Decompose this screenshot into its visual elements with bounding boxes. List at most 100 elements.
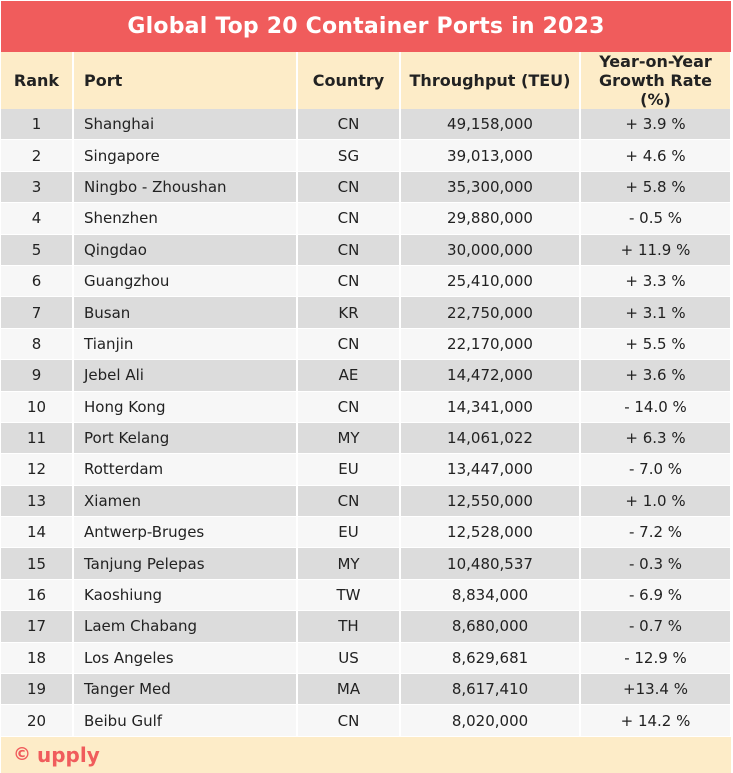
cell-growth: + 14.2 % bbox=[580, 704, 732, 737]
cell-port: Singapore bbox=[73, 139, 298, 172]
cell-growth: + 3.6 % bbox=[580, 359, 732, 392]
cell-port: Port Kelang bbox=[73, 422, 298, 455]
cell-port: Tanger Med bbox=[73, 673, 298, 706]
cell-throughput: 8,617,410 bbox=[400, 673, 581, 706]
copyright-icon: © bbox=[13, 744, 31, 766]
ports-table: Rank Port Country Throughput (TEU) Year-… bbox=[1, 52, 732, 737]
cell-rank: 13 bbox=[1, 485, 74, 518]
cell-throughput: 12,528,000 bbox=[400, 516, 581, 549]
brand-logo: upply bbox=[37, 742, 100, 767]
cell-country: CN bbox=[297, 109, 401, 141]
cell-growth: + 6.3 % bbox=[580, 422, 732, 455]
header-growth-line2: Growth Rate (%) bbox=[598, 71, 713, 109]
cell-rank: 1 bbox=[1, 109, 74, 141]
cell-growth: - 0.3 % bbox=[580, 547, 732, 580]
cell-country: CN bbox=[297, 265, 401, 298]
cell-country: MY bbox=[297, 422, 401, 455]
cell-throughput: 49,158,000 bbox=[400, 109, 581, 141]
header-rank: Rank bbox=[1, 52, 74, 109]
cell-growth: + 1.0 % bbox=[580, 485, 732, 518]
cell-rank: 8 bbox=[1, 328, 74, 361]
cell-country: CN bbox=[297, 171, 401, 204]
cell-port: Busan bbox=[73, 296, 298, 329]
cell-port: Laem Chabang bbox=[73, 610, 298, 643]
table-row: 7 Busan KR 22,750,000 + 3.1 % bbox=[1, 296, 732, 329]
cell-port: Shanghai bbox=[73, 109, 298, 141]
cell-throughput: 14,061,022 bbox=[400, 422, 581, 455]
cell-rank: 16 bbox=[1, 579, 74, 612]
table-row: 18 Los Angeles US 8,629,681- 12.9 % bbox=[1, 642, 732, 675]
header-growth-line1: Year-on-Year bbox=[599, 52, 712, 71]
table-row: 8 Tianjin CN 22,170,000 + 5.5 % bbox=[1, 328, 732, 361]
cell-country: CN bbox=[297, 391, 401, 423]
cell-growth: + 3.3 % bbox=[580, 265, 732, 298]
cell-throughput: 22,170,000 bbox=[400, 328, 581, 361]
cell-port: Xiamen bbox=[73, 485, 298, 518]
cell-port: Hong Kong bbox=[73, 391, 298, 423]
cell-throughput: 14,472,000 bbox=[400, 359, 581, 392]
cell-growth: + 3.1 % bbox=[580, 296, 732, 329]
cell-port: Jebel Ali bbox=[73, 359, 298, 392]
cell-country: SG bbox=[297, 139, 401, 172]
cell-throughput: 25,410,000 bbox=[400, 265, 581, 298]
table-row: 9 Jebel Ali AE 14,472,000 + 3.6 % bbox=[1, 359, 732, 392]
cell-throughput: 14,341,000 bbox=[400, 391, 581, 423]
cell-growth: + 4.6 % bbox=[580, 139, 732, 172]
cell-port: Guangzhou bbox=[73, 265, 298, 298]
table-row: 13 Xiamen CN 12,550,000 + 1.0 % bbox=[1, 485, 732, 518]
cell-country: KR bbox=[297, 296, 401, 329]
cell-growth: + 5.8 % bbox=[580, 171, 732, 204]
cell-country: CN bbox=[297, 485, 401, 518]
table-row: 10 Hong Kong CN 14,341,000- 14.0 % bbox=[1, 391, 732, 423]
cell-rank: 15 bbox=[1, 547, 74, 580]
table-row: 19 Tanger Med MA 8,617,410 +13.4 % bbox=[1, 673, 732, 706]
cell-country: CN bbox=[297, 328, 401, 361]
cell-growth: - 0.5 % bbox=[580, 202, 732, 235]
cell-rank: 4 bbox=[1, 202, 74, 235]
cell-rank: 14 bbox=[1, 516, 74, 549]
cell-throughput: 35,300,000 bbox=[400, 171, 581, 204]
cell-port: Tianjin bbox=[73, 328, 298, 361]
header-country: Country bbox=[297, 52, 401, 109]
cell-rank: 2 bbox=[1, 139, 74, 172]
cell-throughput: 30,000,000 bbox=[400, 234, 581, 266]
cell-port: Antwerp-Bruges bbox=[73, 516, 298, 549]
cell-throughput: 8,680,000 bbox=[400, 610, 581, 643]
table-body: 1 Shanghai CN 49,158,000 + 3.9 % 2 Singapore SG… bbox=[1, 109, 732, 737]
cell-port: Kaoshiung bbox=[73, 579, 298, 612]
cell-rank: 17 bbox=[1, 610, 74, 643]
table-row: 20 Beibu Gulf CN 8,020,000 + 14.2 % bbox=[1, 704, 732, 737]
cell-throughput: 8,834,000 bbox=[400, 579, 581, 612]
cell-throughput: 10,480,537 bbox=[400, 547, 581, 580]
cell-growth: +13.4 % bbox=[580, 673, 732, 706]
cell-country: CN bbox=[297, 234, 401, 266]
cell-growth: + 3.9 % bbox=[580, 109, 732, 141]
cell-rank: 12 bbox=[1, 453, 74, 486]
cell-port: Qingdao bbox=[73, 234, 298, 266]
table-row: 11 Port Kelang MY 14,061,022 + 6.3 % bbox=[1, 422, 732, 455]
table-row: 1 Shanghai CN 49,158,000 + 3.9 % bbox=[1, 109, 732, 141]
cell-throughput: 12,550,000 bbox=[400, 485, 581, 518]
table-row: 14 Antwerp-Bruges EU 12,528,000- 7.2 % bbox=[1, 516, 732, 549]
cell-port: Los Angeles bbox=[73, 642, 298, 675]
cell-country: EU bbox=[297, 453, 401, 486]
cell-rank: 5 bbox=[1, 234, 74, 266]
cell-country: CN bbox=[297, 202, 401, 235]
table-row: 5 Qingdao CN 30,000,000 + 11.9 % bbox=[1, 234, 732, 266]
cell-throughput: 8,629,681 bbox=[400, 642, 581, 675]
cell-growth: - 7.2 % bbox=[580, 516, 732, 549]
table-row: 4 Shenzhen CN 29,880,000- 0.5 % bbox=[1, 202, 732, 235]
header-row: Rank Port Country Throughput (TEU) Year-… bbox=[1, 52, 732, 109]
cell-growth: - 12.9 % bbox=[580, 642, 732, 675]
cell-rank: 10 bbox=[1, 391, 74, 423]
table-row: 17 Laem Chabang TH 8,680,000- 0.7 % bbox=[1, 610, 732, 643]
cell-country: MA bbox=[297, 673, 401, 706]
cell-rank: 6 bbox=[1, 265, 74, 298]
cell-growth: - 14.0 % bbox=[580, 391, 732, 423]
cell-throughput: 39,013,000 bbox=[400, 139, 581, 172]
header-port: Port bbox=[73, 52, 298, 109]
cell-throughput: 29,880,000 bbox=[400, 202, 581, 235]
cell-growth: + 5.5 % bbox=[580, 328, 732, 361]
cell-port: Beibu Gulf bbox=[73, 704, 298, 737]
